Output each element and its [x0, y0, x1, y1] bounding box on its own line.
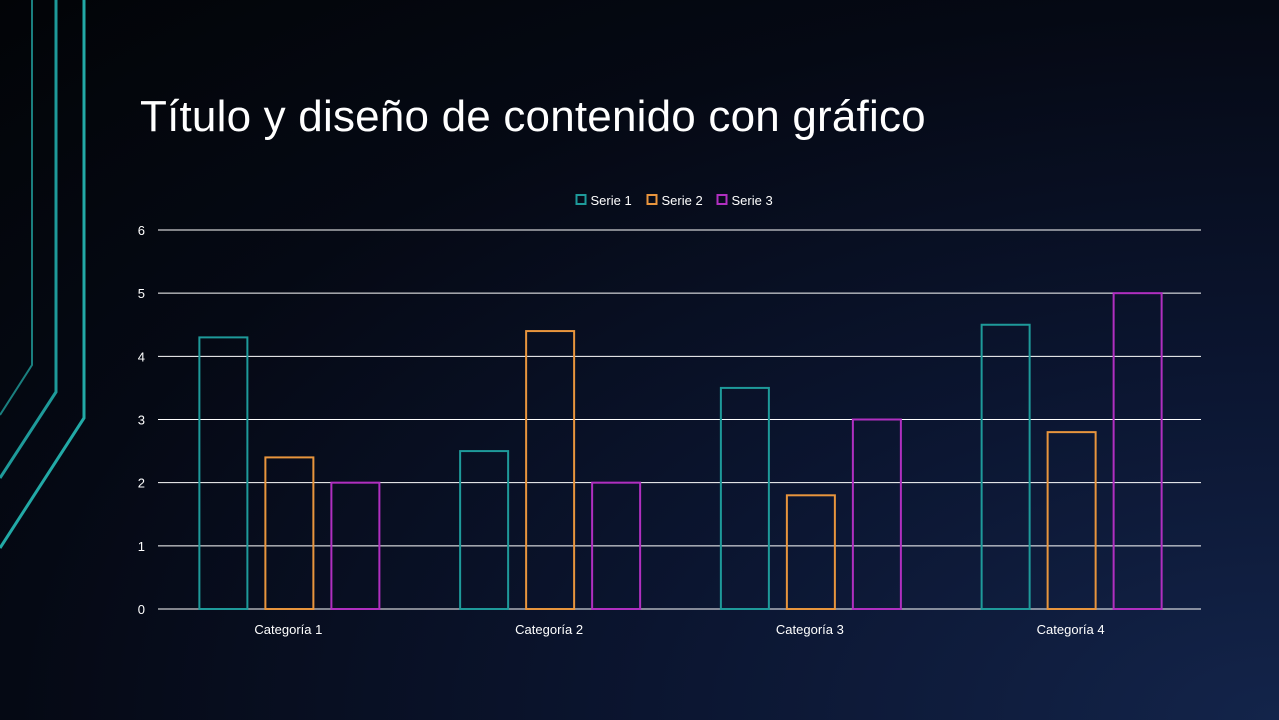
bar-serie-1-cat-3: [719, 386, 770, 610]
legend-swatch: [716, 194, 728, 205]
x-category-label: Categoría 4: [1037, 622, 1105, 637]
y-tick-label: 1: [138, 539, 145, 554]
chart-legend: Serie 1 Serie 2 Serie 3: [575, 193, 773, 208]
y-tick-label: 0: [138, 602, 145, 617]
x-category-label: Categoría 1: [254, 622, 322, 637]
chart-bars: [198, 292, 1163, 611]
legend-label: Serie 2: [662, 193, 703, 208]
decorative-lines: [0, 0, 86, 549]
bar-serie-3-cat-4: [1112, 292, 1163, 610]
legend-swatch: [646, 194, 658, 205]
deco-line-1: [0, 0, 33, 416]
x-category-label: Categoría 2: [515, 622, 583, 637]
bar-serie-2-cat-4: [1046, 431, 1097, 610]
x-axis-labels: Categoría 1 Categoría 2 Categoría 3 Categor…: [254, 622, 1104, 637]
x-category-label: Categoría 3: [776, 622, 844, 637]
bar-serie-2-cat-2: [525, 330, 576, 610]
legend-swatch: [575, 194, 587, 205]
y-tick-label: 4: [138, 349, 145, 364]
bar-serie-1-cat-4: [980, 323, 1031, 610]
bar-serie-3-cat-2: [591, 481, 642, 610]
y-axis-ticks: 0 1 2 3 4 5 6: [138, 223, 145, 617]
slide-title: Título y diseño de contenido con gráfico: [140, 92, 926, 141]
deco-line-2: [0, 0, 58, 479]
bar-serie-2-cat-1: [264, 456, 315, 610]
bar-serie-1-cat-1: [198, 336, 249, 610]
y-tick-label: 2: [138, 476, 145, 491]
y-tick-label: 5: [138, 286, 145, 301]
bar-serie-2-cat-3: [785, 494, 836, 610]
legend-label: Serie 3: [732, 193, 773, 208]
bar-serie-3-cat-1: [330, 481, 381, 610]
bar-serie-1-cat-2: [459, 450, 510, 611]
y-tick-label: 3: [138, 413, 145, 428]
legend-label: Serie 1: [591, 193, 632, 208]
y-tick-label: 6: [138, 223, 145, 238]
deco-line-3: [0, 0, 86, 549]
chart-grid: [158, 229, 1201, 610]
bar-serie-3-cat-3: [851, 418, 902, 610]
